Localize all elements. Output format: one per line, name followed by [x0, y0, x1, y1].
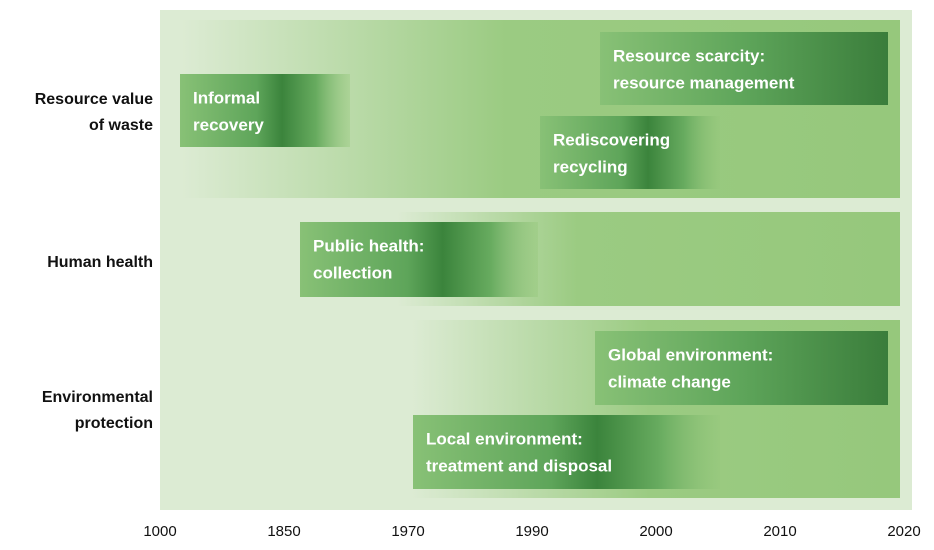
era-label: resource management	[613, 73, 795, 92]
row-label: Human health	[47, 254, 153, 271]
axis-label: 2000	[639, 523, 672, 540]
era-box	[413, 415, 720, 489]
era-label: treatment and disposal	[426, 456, 612, 475]
era-box	[600, 32, 888, 105]
row-label: of waste	[89, 117, 153, 134]
era-label: Resource scarcity:	[613, 46, 765, 65]
row-band	[182, 212, 900, 306]
axis-label: 1000	[143, 523, 176, 540]
axis-label: 1990	[515, 523, 548, 540]
era-box	[300, 222, 538, 297]
axis-label: 2020	[887, 523, 920, 540]
era-box	[540, 116, 720, 189]
era-label: Global environment:	[608, 345, 773, 364]
axis-label: 2010	[763, 523, 796, 540]
axis-label: 1850	[267, 523, 300, 540]
era-label: collection	[313, 263, 392, 282]
era-label: recovery	[193, 115, 264, 134]
axis-label: 1970	[391, 523, 424, 540]
era-label: Public health:	[313, 236, 424, 255]
era-box	[180, 74, 350, 147]
era-label: climate change	[608, 372, 731, 391]
era-box	[595, 331, 888, 405]
row-label: protection	[75, 415, 153, 432]
row-label: Resource value	[35, 91, 153, 108]
era-label: recycling	[553, 157, 628, 176]
era-label: Local environment:	[426, 429, 583, 448]
row-label: Environmental	[42, 389, 153, 406]
era-label: Rediscovering	[553, 130, 670, 149]
era-label: Informal	[193, 88, 260, 107]
